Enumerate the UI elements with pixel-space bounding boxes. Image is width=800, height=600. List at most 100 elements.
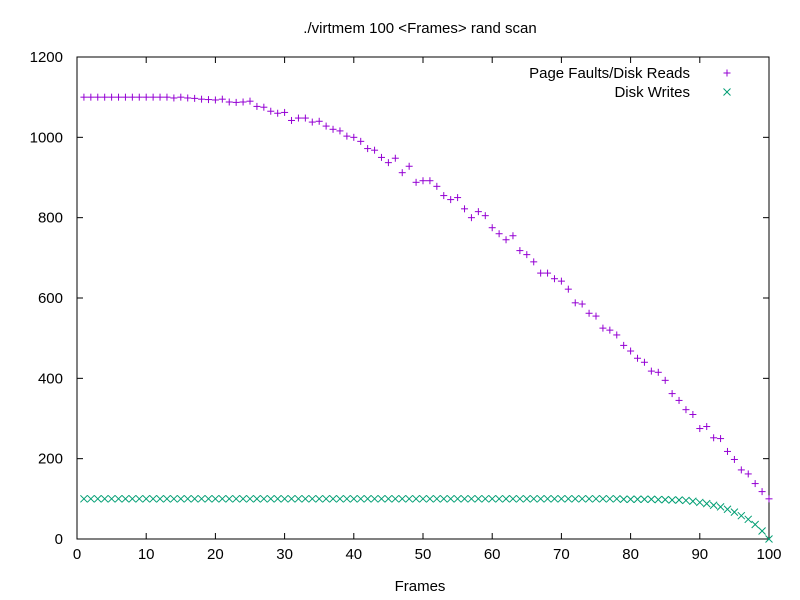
page-faults-point xyxy=(281,108,289,116)
page-faults-point xyxy=(599,324,607,332)
page-faults-point xyxy=(384,159,392,167)
x-axis-label: Frames xyxy=(395,578,446,595)
page-faults-point xyxy=(682,406,690,414)
disk-writes-point xyxy=(391,494,400,503)
page-faults-point xyxy=(647,367,655,375)
disk-writes-point xyxy=(633,495,642,504)
page-faults-point xyxy=(696,425,704,433)
page-faults-point xyxy=(723,447,731,455)
chart-title: ./virtmem 100 <Frames> rand scan xyxy=(303,20,536,37)
page-faults-point xyxy=(578,300,586,308)
page-faults-point xyxy=(640,358,648,366)
disk-writes-point xyxy=(239,494,247,503)
page-faults-point xyxy=(675,396,683,404)
y-tick-label: 1000 xyxy=(30,129,63,146)
page-faults-point xyxy=(564,285,572,293)
page-faults-point xyxy=(301,114,309,122)
page-faults-point xyxy=(516,247,524,255)
page-faults-point xyxy=(377,153,385,161)
disk-writes-point xyxy=(142,494,151,503)
disk-writes-point xyxy=(564,494,573,503)
page-faults-point xyxy=(758,488,766,496)
page-faults-point xyxy=(717,435,725,443)
legend: Page Faults/Disk Reads Disk Writes xyxy=(529,65,731,101)
y-tick-label: 800 xyxy=(38,210,63,227)
disk-writes-point xyxy=(349,494,358,503)
disk-writes-point xyxy=(550,494,559,503)
disk-writes-point xyxy=(481,494,490,503)
y-tick-label: 400 xyxy=(38,370,63,387)
page-faults-point xyxy=(142,93,150,101)
page-faults-point xyxy=(274,109,282,117)
page-faults-point xyxy=(668,390,676,398)
disk-writes-point xyxy=(460,494,469,503)
disk-writes-point xyxy=(467,494,476,503)
page-faults-point xyxy=(253,102,261,110)
y-axis: 0 200 400 600 800 1000 1200 xyxy=(30,49,769,548)
disk-writes-point xyxy=(716,503,725,511)
page-faults-point xyxy=(198,95,206,103)
page-faults-point xyxy=(156,93,164,101)
page-faults-point xyxy=(211,96,219,104)
disk-writes-point xyxy=(377,494,386,503)
disk-writes-point xyxy=(702,499,711,508)
page-faults-point xyxy=(128,93,136,101)
x-tick-label: 60 xyxy=(484,546,501,563)
page-faults-point xyxy=(454,194,462,202)
disk-writes-point xyxy=(107,494,116,503)
disk-writes-point xyxy=(211,494,220,503)
page-faults-point xyxy=(371,146,379,154)
page-faults-point xyxy=(661,376,669,384)
disk-writes-point xyxy=(446,494,455,503)
page-faults-point xyxy=(550,275,558,283)
legend-marker-disk-writes xyxy=(723,88,731,96)
disk-writes-point xyxy=(661,495,670,504)
page-faults-point xyxy=(398,169,406,177)
page-faults-point xyxy=(121,93,129,101)
disk-writes-point xyxy=(557,494,566,503)
disk-writes-point xyxy=(218,494,227,503)
disk-writes-point xyxy=(419,494,427,503)
disk-writes-point xyxy=(516,494,524,503)
page-faults-point xyxy=(80,93,88,101)
disk-writes-point xyxy=(266,494,275,503)
disk-writes-point xyxy=(232,494,241,503)
disk-writes-point xyxy=(287,494,296,503)
page-faults-point xyxy=(509,232,517,240)
disk-writes-point xyxy=(93,494,102,503)
disk-writes-point xyxy=(329,494,337,503)
page-faults-point xyxy=(191,94,199,102)
x-tick-label: 70 xyxy=(553,546,570,563)
disk-writes-point xyxy=(605,494,614,503)
page-faults-point xyxy=(322,122,330,130)
page-faults-point xyxy=(751,480,759,488)
page-faults-point xyxy=(87,93,95,101)
page-faults-point xyxy=(613,331,621,339)
page-faults-point xyxy=(744,470,752,478)
disk-writes-point xyxy=(246,494,254,503)
disk-writes-point xyxy=(86,494,95,503)
disk-writes-point xyxy=(612,494,621,503)
disk-writes-point xyxy=(308,494,317,503)
legend-marker-page-faults xyxy=(723,69,731,77)
disk-writes-point xyxy=(204,494,213,503)
disk-writes-point xyxy=(453,494,462,503)
disk-writes-point xyxy=(398,494,407,503)
disk-writes-point xyxy=(163,494,171,503)
disk-writes-point xyxy=(197,494,206,503)
page-faults-point xyxy=(101,93,109,101)
page-faults-point xyxy=(703,423,711,431)
page-faults-point xyxy=(364,145,372,153)
series-disk-writes xyxy=(80,494,773,543)
page-faults-point xyxy=(585,309,593,317)
page-faults-point xyxy=(149,93,157,101)
page-faults-point xyxy=(523,251,531,259)
x-tick-label: 20 xyxy=(207,546,224,563)
x-tick-label: 100 xyxy=(756,546,781,563)
disk-writes-point xyxy=(730,508,739,516)
y-tick-label: 1200 xyxy=(30,49,63,66)
disk-writes-point xyxy=(474,494,483,503)
page-faults-point xyxy=(260,103,268,111)
page-faults-point xyxy=(730,455,738,463)
